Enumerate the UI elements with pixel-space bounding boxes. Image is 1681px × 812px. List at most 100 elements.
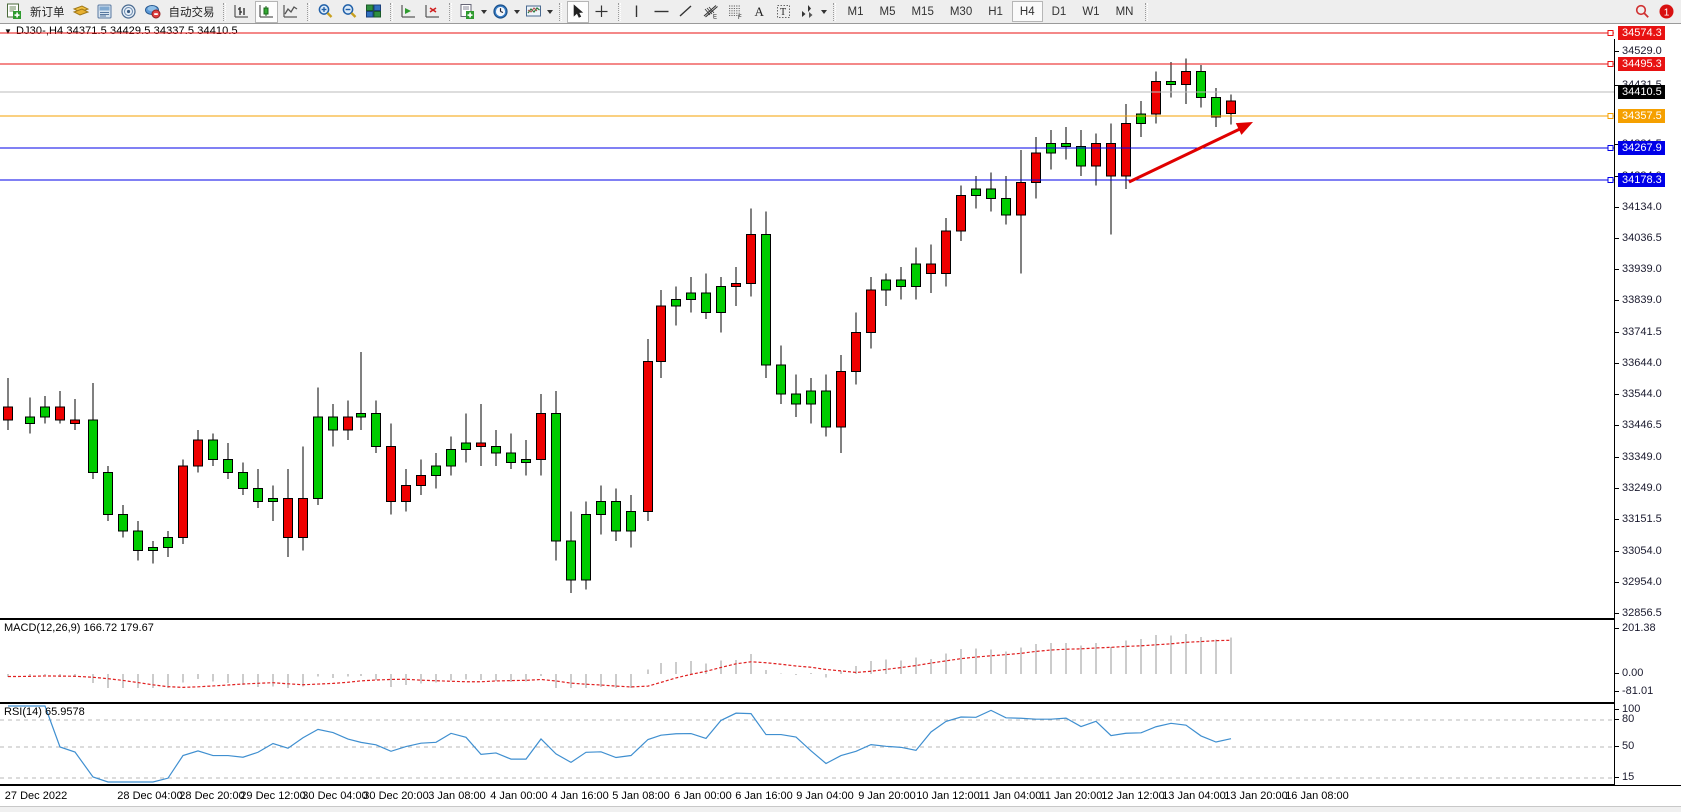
candle-body [148, 546, 158, 552]
profiles-icon[interactable] [70, 1, 92, 23]
autotrading-label[interactable]: 自动交易 [168, 6, 215, 19]
candle-body [986, 188, 996, 200]
candle-body [746, 234, 756, 284]
candle-body [1016, 181, 1026, 216]
market-watch-icon[interactable] [94, 1, 116, 23]
price-badge[interactable]: 34410.5 [1618, 85, 1665, 99]
chevron-down-icon[interactable] [513, 1, 522, 23]
timeframe-m1[interactable]: M1 [847, 5, 864, 18]
timeframe-w1[interactable]: W1 [1082, 5, 1100, 18]
symbol-info-bar: ▼ DJ30-,H4 34371.5 34429.5 34337.5 34410… [0, 24, 1681, 39]
candle-body [866, 289, 876, 333]
chevron-down-icon[interactable] [480, 1, 489, 23]
price-badge[interactable]: 34267.9 [1618, 141, 1665, 155]
timeframe-m30[interactable]: M30 [949, 5, 973, 18]
auto-scroll-icon[interactable] [398, 1, 420, 23]
level-anchor[interactable] [1607, 30, 1614, 36]
timeframe-m5[interactable]: M5 [879, 5, 896, 18]
zoom-in-icon[interactable] [315, 1, 337, 23]
candle-body [118, 514, 128, 532]
timeframe-d1[interactable]: D1 [1051, 5, 1067, 18]
bar-chart-icon[interactable] [231, 1, 253, 23]
candle-body [1136, 113, 1146, 125]
fibonacci-icon[interactable]: F [724, 1, 747, 23]
candle-body [476, 442, 486, 447]
candle-body [1166, 80, 1176, 86]
level-anchor[interactable] [1607, 113, 1614, 119]
period-separator-icon[interactable] [490, 1, 512, 23]
candle-body [208, 439, 218, 460]
candle-body [1106, 142, 1116, 177]
candle-body [671, 299, 681, 307]
macd-signal-line [7, 639, 1232, 688]
cursor-icon[interactable] [566, 0, 589, 23]
timeframe-m15[interactable]: M15 [911, 5, 934, 18]
candle-body [386, 445, 396, 503]
chevron-down-icon[interactable] [820, 1, 829, 23]
search-icon[interactable] [1631, 1, 1653, 23]
candle-body [926, 263, 936, 275]
candlestick-chart-icon[interactable] [254, 0, 278, 23]
level-anchor[interactable] [1607, 177, 1614, 183]
chevron-down-icon[interactable] [546, 1, 555, 23]
price-tick: 34134.0 [1615, 201, 1662, 213]
candle-body [566, 540, 576, 581]
candle-body [1031, 152, 1041, 183]
text-label-icon[interactable]: A [749, 1, 771, 23]
price-badge[interactable]: 34178.3 [1618, 173, 1665, 187]
timeframe-mn[interactable]: MN [1115, 5, 1134, 18]
rsi-line [8, 705, 1232, 783]
toolbar-right-group: 1 [1630, 1, 1681, 23]
candle-body [971, 188, 981, 196]
equidistant-channel-icon[interactable]: E [699, 1, 722, 23]
zoom-out-icon[interactable] [339, 1, 361, 23]
vertical-line-icon[interactable] [626, 1, 648, 23]
data-window-icon[interactable] [118, 1, 140, 23]
line-chart-icon[interactable] [280, 1, 302, 23]
candle-body [716, 286, 726, 314]
main-chart-pane[interactable] [0, 30, 1614, 619]
time-tick: 16 Jan 08:00 [1285, 790, 1349, 802]
new-order-icon[interactable] [3, 1, 25, 23]
text-box-icon[interactable]: T [773, 1, 795, 23]
level-anchor[interactable] [1607, 145, 1614, 151]
time-tick: 13 Jan 04:00 [1162, 790, 1226, 802]
candle-body [701, 292, 711, 314]
candle-body [731, 282, 741, 288]
symbol-ohlc-text: DJ30-,H4 34371.5 34429.5 34337.5 34410.5 [16, 25, 238, 37]
candle-body [88, 419, 98, 473]
price-scale[interactable]: 34529.034431.534331.534234.034134.034036… [1614, 26, 1681, 785]
price-badge[interactable]: 34574.3 [1618, 26, 1665, 40]
annotation-layer[interactable] [0, 39, 1614, 619]
chart-shift-icon[interactable] [422, 1, 444, 23]
tile-windows-icon[interactable] [363, 1, 385, 23]
time-tick: 10 Jan 12:00 [916, 790, 980, 802]
macd-pane[interactable]: MACD(12,26,9) 166.72 179.67 [0, 619, 1614, 703]
price-badge[interactable]: 34357.5 [1618, 109, 1665, 123]
crosshair-icon[interactable] [591, 1, 613, 23]
time-tick: 29 Dec 12:00 [240, 790, 306, 802]
bullish-trend-arrow[interactable] [1128, 125, 1245, 184]
horizontal-line-icon[interactable] [650, 1, 673, 23]
trendline-icon[interactable] [675, 1, 697, 23]
arrows-icon[interactable] [797, 1, 819, 23]
timeframe-h1[interactable]: H1 [988, 5, 1003, 18]
navigator-icon[interactable] [142, 1, 164, 23]
rsi-pane[interactable]: RSI(14) 65.9578 [0, 703, 1614, 785]
indicators-icon[interactable] [523, 1, 545, 23]
timeframe-h4[interactable]: H4 [1011, 1, 1043, 22]
level-anchor[interactable] [1607, 61, 1614, 67]
chart-menu-caret-icon[interactable]: ▼ [4, 26, 12, 36]
svg-text:A: A [755, 4, 765, 19]
time-tick: 9 Jan 20:00 [858, 790, 916, 802]
new-order-label[interactable]: 新订单 [30, 6, 65, 19]
toolbar-separator [617, 2, 621, 21]
price-badge[interactable]: 34495.3 [1618, 57, 1665, 71]
notification-badge[interactable]: 1 [1655, 1, 1677, 23]
new-template-icon[interactable] [457, 1, 479, 23]
price-tick: 32856.5 [1615, 607, 1662, 619]
candle-body [238, 471, 248, 490]
candle-body [506, 452, 516, 464]
candle-body [283, 497, 293, 539]
price-tick: 33644.0 [1615, 357, 1662, 369]
